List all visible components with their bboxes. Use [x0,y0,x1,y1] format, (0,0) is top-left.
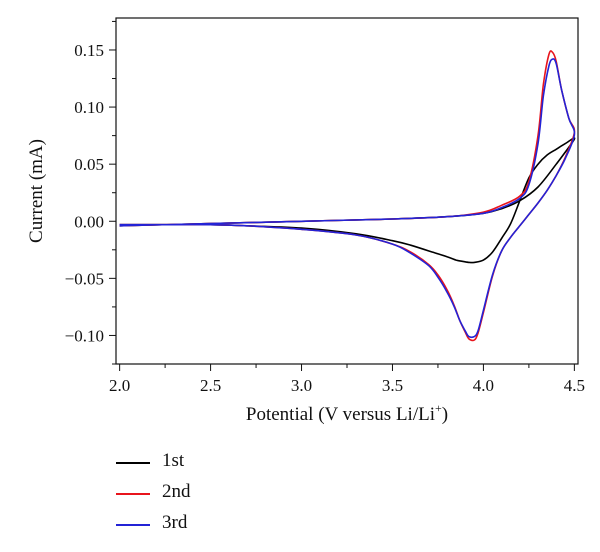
x-tick-label: 3.0 [291,376,312,395]
legend-item-2nd: 2nd [112,479,312,510]
y-axis-title: Current (mA) [26,139,47,243]
y-tick-label: 0.00 [74,212,104,231]
legend-swatch [116,493,150,495]
y-tick-label: −0.10 [65,326,104,345]
x-tick-label: 2.0 [109,376,130,395]
legend: 1st 2nd 3rd [112,448,312,541]
cv-chart: 2.0 2.5 3.0 3.5 4.0 4.5 −0.10 −0.05 0.00 0.05 0.10… [26,17,585,425]
series-lines [119,50,576,342]
legend-label: 3rd [162,512,188,533]
legend-swatch [116,462,150,464]
plot-frame [115,17,579,365]
y-tick-label: 0.05 [74,155,104,174]
legend-label: 1st [162,450,185,471]
x-tick-label: 3.5 [382,376,403,395]
axes [109,17,579,371]
y-tick-label: 0.10 [74,98,104,117]
series-line-2nd [119,50,576,342]
y-tick-label: 0.15 [74,41,104,60]
y-tick-label: −0.05 [65,269,104,288]
tick-labels: 2.0 2.5 3.0 3.5 4.0 4.5 −0.10 −0.05 0.00 0.05 0.10… [65,41,585,395]
legend-swatch [116,524,150,526]
series-line-3rd [119,58,576,339]
legend-item-3rd: 3rd [112,510,312,541]
legend-item-1st: 1st [112,448,312,479]
legend-label: 2nd [162,481,191,502]
x-tick-label: 4.5 [564,376,585,395]
x-tick-label: 2.5 [200,376,221,395]
x-axis-title: Potential (V versus Li/Li+) [246,401,448,425]
x-tick-label: 4.0 [473,376,494,395]
